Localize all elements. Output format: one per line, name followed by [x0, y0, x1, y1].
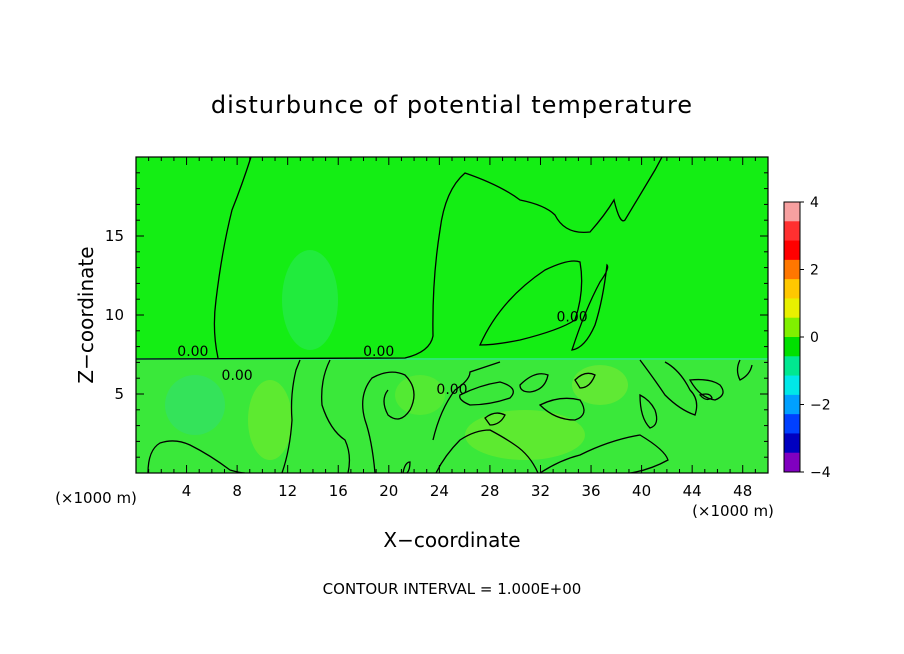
contour-line	[147, 440, 246, 473]
contour-label: 0.00	[363, 344, 394, 360]
warm-patch	[465, 410, 585, 460]
x-unit-label-left: (×1000 m)	[55, 489, 137, 507]
contour-line	[539, 434, 669, 473]
contour-line	[538, 397, 585, 421]
y-tick-label: 5	[114, 385, 124, 403]
colorbar-swatch	[784, 356, 800, 377]
contour-label: 0.00	[177, 344, 208, 360]
colorbar-swatch	[784, 298, 800, 319]
x-tick-label: 20	[379, 482, 398, 500]
contour-line	[432, 361, 501, 441]
colorbar-swatch	[784, 414, 800, 434]
contour-line	[136, 157, 663, 360]
colorbar-tick-label: 2	[810, 263, 819, 279]
x-tick-label: 28	[480, 482, 499, 500]
colorbar-swatch	[784, 221, 800, 242]
contour-labels: 0.00 0.00 0.00 0.00 0.00	[177, 309, 587, 398]
y-axis: 5 10 15	[105, 172, 768, 458]
colorbar-tick-label: 4	[810, 195, 819, 211]
contour-lines	[136, 157, 753, 473]
y-axis-title: Z−coordinate	[74, 246, 98, 383]
colorbar-swatch	[784, 317, 800, 338]
colorbar-tick-label: 0	[810, 330, 819, 346]
contour-line	[362, 371, 415, 473]
colorbar-swatch	[784, 337, 800, 357]
colorbar-swatch	[784, 279, 800, 299]
x-unit-label-right: (×1000 m)	[692, 502, 774, 520]
colorbar-swatch	[784, 202, 800, 222]
warm-patch	[395, 375, 445, 415]
contour-line	[519, 373, 549, 393]
contour-line	[478, 260, 583, 346]
colorbar-tick-label: −2	[810, 398, 831, 414]
contour-interval-note: CONTOUR INTERVAL = 1.000E+00	[323, 580, 582, 598]
contour-line	[574, 372, 596, 389]
contour-line	[435, 429, 539, 473]
contour-label: 0.00	[556, 309, 587, 325]
contour-line	[459, 381, 514, 406]
x-axis-title: X−coordinate	[383, 528, 520, 552]
x-tick-label: 16	[329, 482, 348, 500]
cool-patch	[165, 375, 225, 435]
colorbar-swatch	[784, 375, 800, 396]
contour-label: 0.00	[222, 368, 253, 384]
lower-layer-fill	[136, 359, 768, 473]
contour-line	[639, 393, 658, 429]
x-tick-label: 8	[232, 482, 242, 500]
x-tick-label: 36	[581, 482, 600, 500]
contour-line	[639, 359, 698, 416]
colorbar-tick-label: −4	[810, 465, 831, 481]
interface-line	[136, 358, 768, 360]
contour-label: 0.00	[436, 382, 467, 398]
x-tick-label: 48	[733, 482, 752, 500]
contour-line	[484, 412, 506, 426]
heatmap-field: 0.00 0.00 0.00 0.00 0.00	[136, 157, 768, 473]
contour-line	[321, 359, 351, 473]
cool-patch	[282, 250, 338, 350]
colorbar-swatch	[784, 394, 800, 415]
contour-line	[571, 263, 609, 351]
chart-title: disturbunce of potential temperature	[211, 91, 693, 119]
colorbar-swatch	[784, 452, 800, 473]
x-axis: 4 8 12 16 20 24 28 32 36 40 44 48	[148, 157, 756, 500]
x-tick-label: 40	[632, 482, 651, 500]
contour-line	[698, 393, 713, 401]
contour-line	[213, 157, 252, 359]
colorbar: 4 2 0 −2 −4	[783, 195, 831, 481]
warm-patch	[572, 365, 628, 405]
x-tick-label: 44	[683, 482, 702, 500]
x-tick-label: 4	[182, 482, 192, 500]
y-tick-label: 10	[105, 306, 124, 324]
colorbar-swatch	[784, 240, 800, 261]
contour-line	[281, 359, 301, 473]
x-tick-label: 24	[430, 482, 449, 500]
x-tick-label: 12	[278, 482, 297, 500]
y-tick-label: 15	[105, 227, 124, 245]
warm-patch	[248, 380, 292, 460]
colorbar-swatch	[784, 433, 800, 454]
colorbar-swatch	[784, 259, 800, 280]
upper-layer-fill	[136, 157, 768, 361]
x-tick-label: 32	[531, 482, 550, 500]
contour-line	[736, 359, 753, 381]
contour-line	[402, 461, 411, 473]
